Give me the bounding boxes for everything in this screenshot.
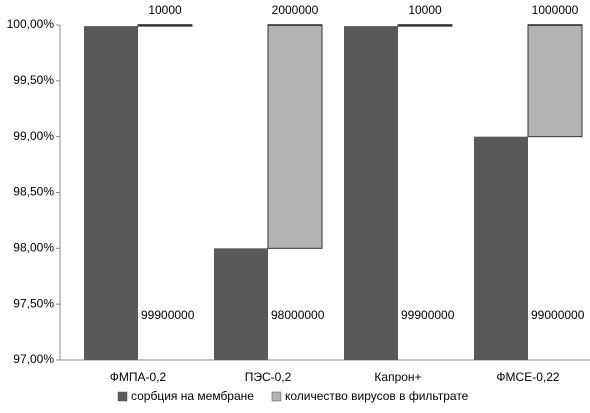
y-tick-label: 97,50%: [13, 296, 54, 310]
bar: [474, 136, 528, 360]
count-label: 99000000: [531, 308, 585, 322]
x-tick-label: ПЭС-0,2: [245, 370, 292, 384]
count-label: 1000000: [532, 3, 579, 17]
bar: [527, 24, 583, 138]
legend-swatch: [117, 391, 128, 402]
count-label: 10000: [148, 3, 182, 17]
legend-swatch: [271, 391, 282, 402]
x-tick-label: ФМПА-0,2: [110, 370, 167, 384]
x-tick-label: Капрон+: [374, 370, 421, 384]
bar: [267, 24, 323, 249]
y-tick-label: 97,00%: [13, 352, 54, 366]
count-label: 2000000: [272, 3, 319, 17]
x-tick-label: ФМСЕ-0,22: [496, 370, 559, 384]
y-tick-label: 99,00%: [13, 129, 54, 143]
y-tick-label: 99,50%: [13, 73, 54, 87]
y-tick-label: 98,50%: [13, 185, 54, 199]
count-label: 98000000: [271, 308, 325, 322]
y-tick-label: 98,00%: [13, 241, 54, 255]
bar: [344, 26, 398, 360]
y-tick-label: 100,00%: [7, 17, 55, 31]
bar: [214, 248, 268, 360]
bar: [84, 26, 138, 360]
count-label: 99900000: [401, 308, 455, 322]
legend-label: количество вирусов в фильтрате: [285, 389, 469, 403]
count-label: 10000: [408, 3, 442, 17]
count-label: 99900000: [141, 308, 195, 322]
legend-label: сорбция на мембране: [131, 389, 254, 403]
